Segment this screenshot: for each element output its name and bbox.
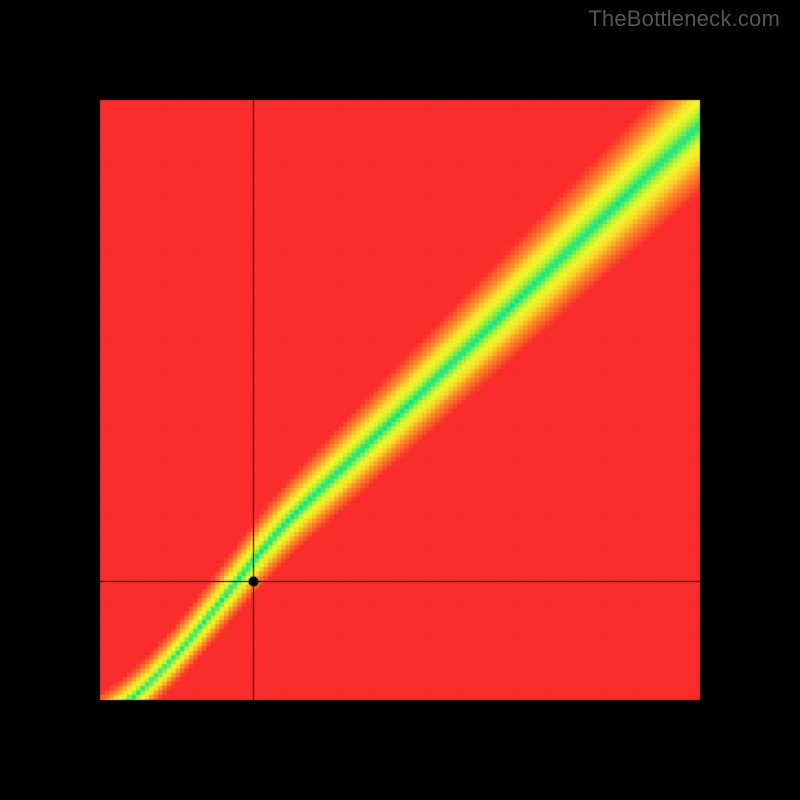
watermark-label: TheBottleneck.com	[588, 6, 780, 32]
bottleneck-heatmap	[0, 0, 800, 800]
chart-container: TheBottleneck.com	[0, 0, 800, 800]
